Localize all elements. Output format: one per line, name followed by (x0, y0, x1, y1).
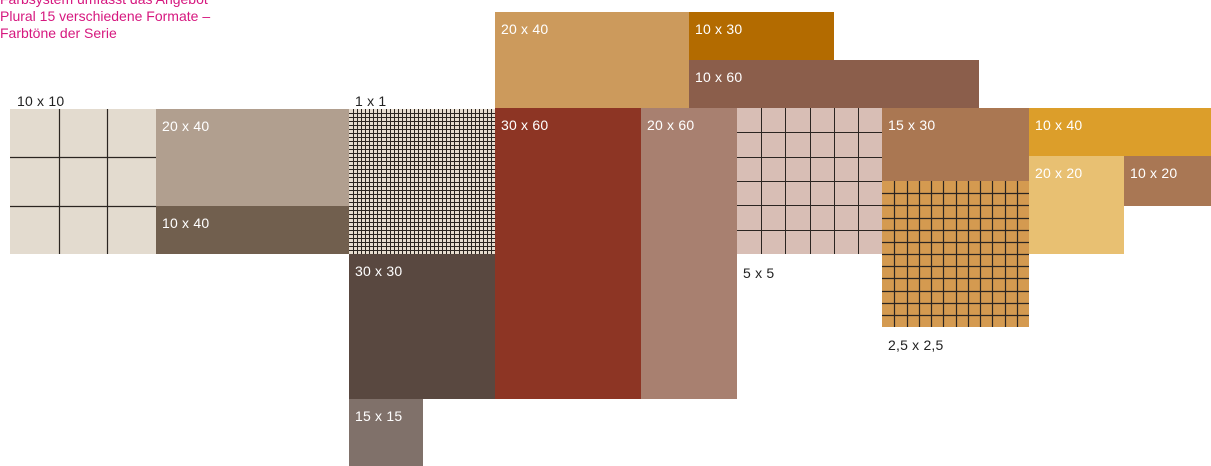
tile-30x30: 30 x 30 (349, 254, 495, 399)
tile-15x15: 15 x 15 (349, 399, 423, 466)
tile-10x40-gold: 10 x 40 (1029, 108, 1211, 156)
tile-10x20: 10 x 20 (1124, 156, 1211, 206)
tile-10x60: 10 x 60 (689, 60, 979, 108)
intro-text: Farbsystem umfasst das Angebot Plural 15… (0, 0, 300, 50)
format-label-20x20: 20 x 20 (1035, 165, 1083, 181)
tile-10x40-brown: 10 x 40 (156, 206, 349, 254)
format-label-2-5x2-5: 2,5 x 2,5 (888, 337, 944, 353)
format-label-10x60: 10 x 60 (695, 69, 743, 85)
intro-line-1: Farbsystem umfasst das Angebot (0, 0, 208, 8)
intro-line-2: Plural 15 verschiedene Formate – (0, 8, 211, 24)
intro-line-3: Farbtöne der Serie (0, 25, 117, 41)
format-label-10x40-gold: 10 x 40 (1035, 117, 1083, 133)
format-label-1x1: 1 x 1 (355, 93, 387, 109)
grid-lines-5x5 (737, 108, 882, 254)
grid-lines-2-5x2-5 (882, 181, 1029, 327)
format-label-10x40-brown: 10 x 40 (162, 215, 210, 231)
tile-1x1 (349, 109, 495, 254)
format-label-20x40-grey: 20 x 40 (162, 118, 210, 134)
format-label-20x60: 20 x 60 (647, 117, 695, 133)
tile-5x5 (737, 108, 882, 254)
format-label-30x30: 30 x 30 (355, 263, 403, 279)
tile-15x30: 15 x 30 (882, 108, 1029, 181)
format-label-10x30: 10 x 30 (695, 21, 743, 37)
tile-10x30: 10 x 30 (689, 12, 834, 60)
format-label-10x10: 10 x 10 (17, 93, 65, 109)
format-label-20x40-top: 20 x 40 (501, 21, 549, 37)
tile-20x40-top: 20 x 40 (495, 12, 689, 108)
tile-2-5x2-5 (882, 181, 1029, 327)
grid-lines-10x10 (10, 109, 156, 254)
format-label-15x15: 15 x 15 (355, 408, 403, 424)
tile-20x40-grey: 20 x 40 (156, 109, 349, 206)
tile-10x10 (10, 109, 156, 254)
format-label-5x5: 5 x 5 (743, 265, 775, 281)
tile-20x60: 20 x 60 (641, 108, 737, 399)
format-label-10x20: 10 x 20 (1130, 165, 1178, 181)
tile-30x60: 30 x 60 (495, 108, 641, 399)
tile-20x20: 20 x 20 (1029, 156, 1124, 254)
format-label-30x60: 30 x 60 (501, 117, 549, 133)
format-label-15x30: 15 x 30 (888, 117, 936, 133)
grid-lines-1x1 (349, 109, 495, 254)
